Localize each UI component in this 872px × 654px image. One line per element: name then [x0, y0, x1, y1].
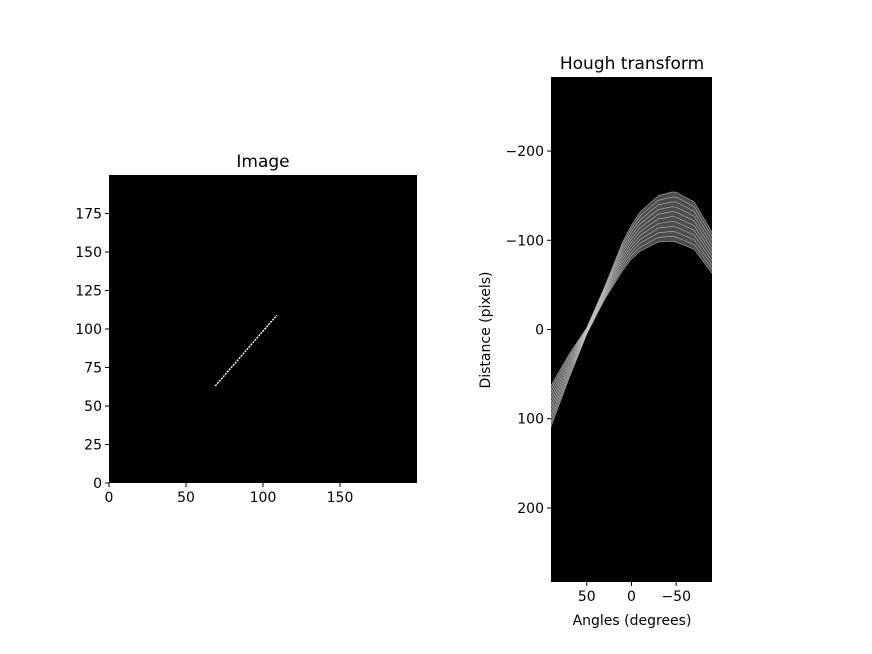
- image-y-axis: 0 25 50 75 100 125 150 175: [75, 207, 109, 492]
- hough-sinusoid: [550, 191, 713, 386]
- image-title: Image: [236, 152, 289, 172]
- hough-sinusoid: [550, 221, 713, 411]
- hough-y-tick-label: −100: [506, 233, 544, 249]
- hough-x-axis: 50 0 −50: [578, 582, 691, 605]
- hough-sinusoid: [550, 216, 713, 407]
- image-x-tick-label: 50: [177, 490, 195, 506]
- image-line: [214, 314, 278, 387]
- image-y-tick-label: 50: [84, 399, 102, 415]
- hough-y-tick-label: 100: [517, 412, 544, 428]
- hough-y-axis: −200 −100 0 100 200: [506, 144, 551, 517]
- hough-x-tick-label: 50: [578, 589, 596, 605]
- image-y-tick-label: 100: [75, 322, 102, 338]
- hough-sinusoid: [550, 201, 713, 395]
- image-y-tick-label: 125: [75, 284, 102, 300]
- hough-accumulator-band: [550, 191, 713, 427]
- hough-x-label: Angles (degrees): [573, 613, 692, 629]
- hough-sinusoid: [550, 231, 713, 419]
- hough-title: Hough transform: [560, 54, 704, 74]
- hough-sinusoid: [550, 236, 713, 423]
- hough-sinusoid: [550, 226, 713, 415]
- image-line-segment: [214, 314, 278, 387]
- hough-x-tick-label: 0: [627, 589, 636, 605]
- image-x-tick-label: 150: [327, 490, 354, 506]
- image-y-tick-label: 25: [84, 438, 102, 454]
- hough-y-tick-label: 200: [517, 501, 544, 517]
- image-plot-area: [109, 175, 417, 483]
- image-x-tick-label: 100: [250, 490, 277, 506]
- hough-x-tick-label: −50: [661, 589, 691, 605]
- image-y-tick-label: 175: [75, 207, 102, 223]
- hough-sinusoid: [550, 206, 713, 399]
- image-y-tick-label: 75: [84, 361, 102, 377]
- hough-sinusoid: [550, 240, 713, 427]
- hough-panel: Hough transform 50 0 −50 −200 −100 0 100 200 A…: [478, 54, 713, 629]
- hough-sinusoid: [550, 196, 713, 390]
- image-x-axis: 0 50 100 150: [105, 483, 354, 506]
- image-y-tick-label: 150: [75, 245, 102, 261]
- hough-y-tick-label: 0: [535, 323, 544, 339]
- hough-y-tick-label: −200: [506, 144, 544, 160]
- hough-plot-area: [551, 77, 712, 582]
- hough-y-label: Distance (pixels): [478, 271, 494, 388]
- image-y-tick-label: 0: [93, 476, 102, 492]
- hough-sinusoid: [550, 211, 713, 403]
- image-panel: Image 0 50 100 150 0 25 50 75 100 125 150 175: [75, 152, 417, 506]
- image-x-tick-label: 0: [105, 490, 114, 506]
